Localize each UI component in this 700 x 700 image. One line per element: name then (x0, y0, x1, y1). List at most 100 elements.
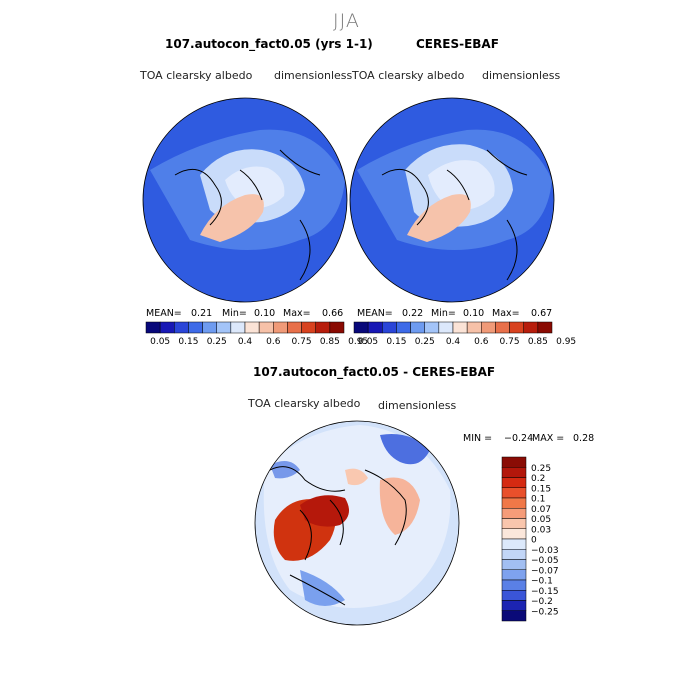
colorbar-model (145, 321, 345, 334)
panel-1-units: dimensionless (274, 69, 353, 82)
colorbar-model-cell (188, 321, 203, 334)
colorbar-ceres-tick-label: 0.95 (556, 337, 576, 347)
colorbar-diff-cell (501, 467, 527, 478)
colorbar-ceres-cell (424, 321, 440, 334)
colorbar-diff-cell (501, 497, 527, 509)
colorbar-diff-tick-label: 0.07 (531, 505, 551, 515)
colorbar-diff-tick-label: 0.25 (531, 464, 551, 474)
map-ceres-greenland (407, 194, 471, 242)
colorbar-diff-cell (501, 549, 527, 560)
colorbar-ceres-tick-label: 0.25 (415, 337, 435, 347)
colorbar-model-labels: 0.05 0.15 0.25 0.4 0.6 0.75 0.85 0.95 (150, 337, 368, 347)
colorbar-diff-cell (501, 487, 527, 499)
colorbar-ceres-tick-label: 0.6 (474, 337, 489, 347)
map-diff-coast (269, 466, 407, 606)
colorbar-model-cell (159, 321, 175, 334)
colorbar-diff-cell (501, 579, 527, 591)
colorbar-model-cell (273, 321, 288, 334)
panel-2-mean-value: 0.22 (402, 308, 423, 319)
colorbar-ceres-tick-label: 0.75 (500, 337, 520, 347)
colorbar-diff-cell (501, 600, 527, 611)
colorbar-model-tick-label: 0.85 (320, 337, 340, 347)
colorbar-diff-cell (501, 590, 527, 601)
colorbar-diff-cell (501, 528, 527, 540)
colorbar-ceres-cell (382, 321, 397, 334)
colorbar-diff-tick-label: 0.1 (531, 495, 545, 505)
map-diff-pink-siberia (379, 477, 420, 535)
colorbar-model-cell (244, 321, 260, 334)
panel-2-min-label: Min= (431, 308, 456, 319)
colorbar-diff-tick-label: −0.15 (531, 587, 559, 597)
colorbar-diff-cell (501, 610, 527, 622)
colorbar-ceres-tick-label: 0.15 (386, 337, 406, 347)
map-diff-blue-pacific (300, 570, 345, 606)
map-ceres-border (349, 97, 555, 303)
colorbar-diff (501, 456, 527, 622)
panel-2-max-value: 0.67 (531, 308, 552, 319)
panel-1-min-value: 0.10 (254, 308, 275, 319)
colorbar-model-cell (301, 321, 316, 334)
map-model-border (142, 97, 348, 303)
colorbar-ceres-cell (509, 321, 524, 334)
panel-2-title: CERES-EBAF (416, 37, 499, 51)
colorbar-ceres-cell (452, 321, 468, 334)
diff-title: 107.autocon_fact0.05 - CERES-EBAF (253, 365, 495, 380)
colorbar-model-cell (230, 321, 246, 334)
colorbar-diff-cell (501, 559, 527, 570)
diff-min-label: MIN = (463, 433, 492, 444)
colorbar-diff-cell (501, 569, 527, 581)
colorbar-diff-tick-label: 0 (531, 536, 537, 546)
map-diff-blue-east (380, 434, 430, 465)
colorbar-diff-tick-label: 0.03 (531, 525, 551, 535)
map-diff-light-band (263, 425, 451, 608)
colorbar-ceres-tick-label: 0.4 (446, 337, 461, 347)
season-title: JJA (333, 10, 360, 32)
colorbar-model-tick-label: 0.25 (207, 337, 227, 347)
colorbar-ceres-tick-label: 0.05 (358, 337, 378, 347)
map-diff-border (254, 420, 460, 626)
map-model-greenland (200, 194, 264, 242)
colorbar-diff-tick-label: 0.15 (531, 484, 551, 494)
colorbar-diff-tick-label: −0.2 (531, 597, 553, 607)
colorbar-model-tick-label: 0.6 (266, 337, 281, 347)
colorbar-diff-cell (501, 518, 527, 529)
colorbar-diff-tick-label: −0.25 (531, 607, 559, 617)
panel-2-mean-label: MEAN= (357, 308, 393, 319)
map-diff-pink-patch (345, 468, 368, 486)
colorbar-model-cell (329, 321, 345, 334)
colorbar-ceres (353, 321, 553, 334)
colorbar-diff-tick-label: 0.2 (531, 474, 545, 484)
panel-2-min-value: 0.10 (463, 308, 484, 319)
panel-1-min-label: Min= (222, 308, 247, 319)
colorbar-ceres-cell (353, 321, 369, 334)
colorbar-diff-cell (501, 508, 527, 519)
colorbar-model-cell (174, 321, 189, 334)
panel-1-max-label: Max= (283, 308, 311, 319)
colorbar-ceres-cell (523, 321, 539, 334)
panel-2-variable: TOA clearsky albedo (352, 69, 465, 82)
colorbar-ceres-labels: 0.05 0.15 0.25 0.4 0.6 0.75 0.85 0.95 (358, 337, 576, 347)
colorbar-ceres-cell (396, 321, 411, 334)
colorbar-diff-cell (501, 477, 527, 488)
colorbar-model-tick-label: 0.4 (238, 337, 253, 347)
colorbar-ceres-tick-label: 0.85 (528, 337, 548, 347)
colorbar-model-cell (287, 321, 302, 334)
colorbar-model-cell (315, 321, 331, 334)
colorbar-diff-tick-label: 0.05 (531, 515, 551, 525)
panel-1-mean-value: 0.21 (191, 308, 212, 319)
panel-1-mean-label: MEAN= (146, 308, 182, 319)
colorbar-model-tick-label: 0.15 (178, 337, 198, 347)
map-diff (255, 421, 459, 625)
colorbar-ceres-cell (367, 321, 383, 334)
colorbar-ceres-cell (438, 321, 454, 334)
map-ceres-coast (381, 149, 528, 281)
map-ceres (350, 98, 554, 302)
colorbar-diff-cell (501, 538, 527, 550)
colorbar-diff-tick-label: −0.07 (531, 566, 559, 576)
colorbar-ceres-cell (481, 321, 496, 334)
colorbar-model-cell (216, 321, 232, 334)
colorbar-model-tick-label: 0.95 (348, 337, 368, 347)
colorbar-diff-tick-label: −0.1 (531, 577, 553, 587)
map-diff-blue-west (270, 461, 300, 479)
